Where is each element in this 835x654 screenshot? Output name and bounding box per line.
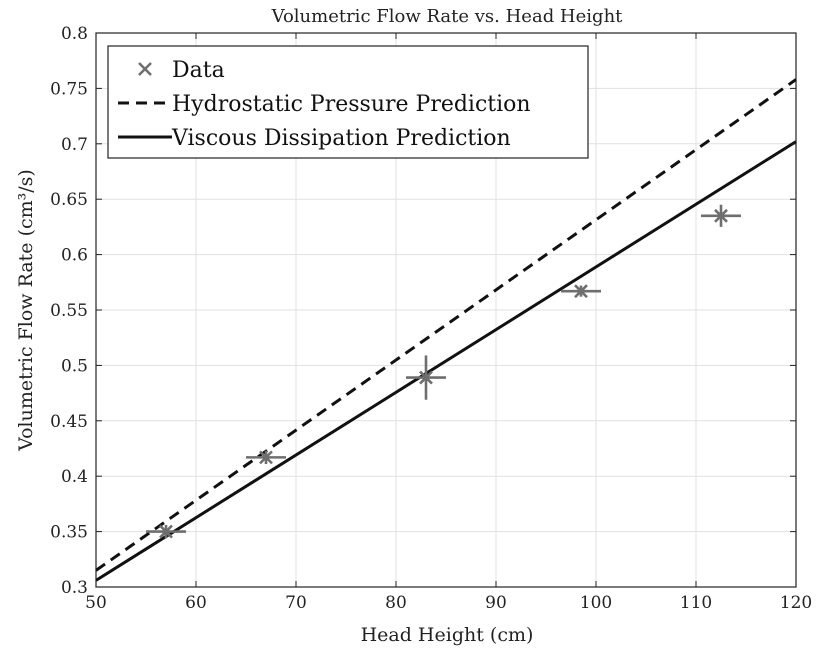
x-tick-label: 120 [780, 593, 812, 613]
x-tick-label: 90 [485, 593, 507, 613]
viscous-prediction-line [95, 140, 797, 582]
x-tick-label: 60 [185, 593, 207, 613]
legend-box [107, 45, 589, 159]
axis-ticks: 50 60 70 80 90 100 110 120 0.3 0.35 0.4 0.45 0.5 0.55… [50, 24, 812, 613]
prediction-lines [95, 78, 797, 582]
y-tick-label: 0.3 [61, 578, 88, 598]
y-tick-label: 0.35 [50, 523, 88, 543]
y-tick-label: 0.45 [50, 412, 88, 432]
data-point [406, 355, 446, 400]
data-point [561, 284, 601, 299]
hydrostatic-prediction-line [95, 78, 797, 572]
legend-marker-data [138, 62, 152, 76]
data-marker [714, 208, 728, 223]
y-tick-label: 0.55 [50, 301, 88, 321]
x-tick-label: 110 [680, 593, 712, 613]
y-tick-label: 0.7 [61, 135, 88, 155]
data-marker [159, 524, 173, 539]
y-tick-label: 0.6 [61, 246, 88, 266]
y-tick-label: 0.8 [61, 24, 88, 44]
x-tick-label: 80 [385, 593, 407, 613]
legend-item: Viscous Dissipation Prediction [118, 126, 511, 151]
y-axis-label: Volumetric Flow Rate (cm³/s) [15, 169, 37, 452]
legend-label: Viscous Dissipation Prediction [171, 126, 511, 151]
x-axis-label: Head Height (cm) [361, 624, 534, 646]
x-tick-label: 70 [285, 593, 307, 613]
chart-title: Volumetric Flow Rate vs. Head Height [271, 6, 624, 27]
y-tick-label: 0.65 [50, 190, 88, 210]
data-point [246, 450, 286, 465]
data-point [146, 524, 186, 539]
data-marker [574, 284, 588, 299]
data-points [146, 204, 741, 539]
legend-label: Hydrostatic Pressure Prediction [172, 92, 531, 117]
legend-label: Data [172, 58, 225, 83]
data-point [701, 204, 741, 227]
data-marker [259, 450, 273, 465]
x-tick-label: 50 [85, 593, 107, 613]
legend-item: Data [138, 58, 225, 83]
y-tick-label: 0.75 [50, 79, 88, 99]
y-tick-label: 0.5 [61, 356, 88, 376]
legend-item: Hydrostatic Pressure Prediction [118, 92, 531, 117]
data-marker [419, 370, 433, 385]
x-tick-label: 100 [580, 593, 612, 613]
legend: Data Hydrostatic Pressure Prediction Visco… [107, 45, 589, 159]
y-tick-label: 0.4 [61, 467, 88, 487]
